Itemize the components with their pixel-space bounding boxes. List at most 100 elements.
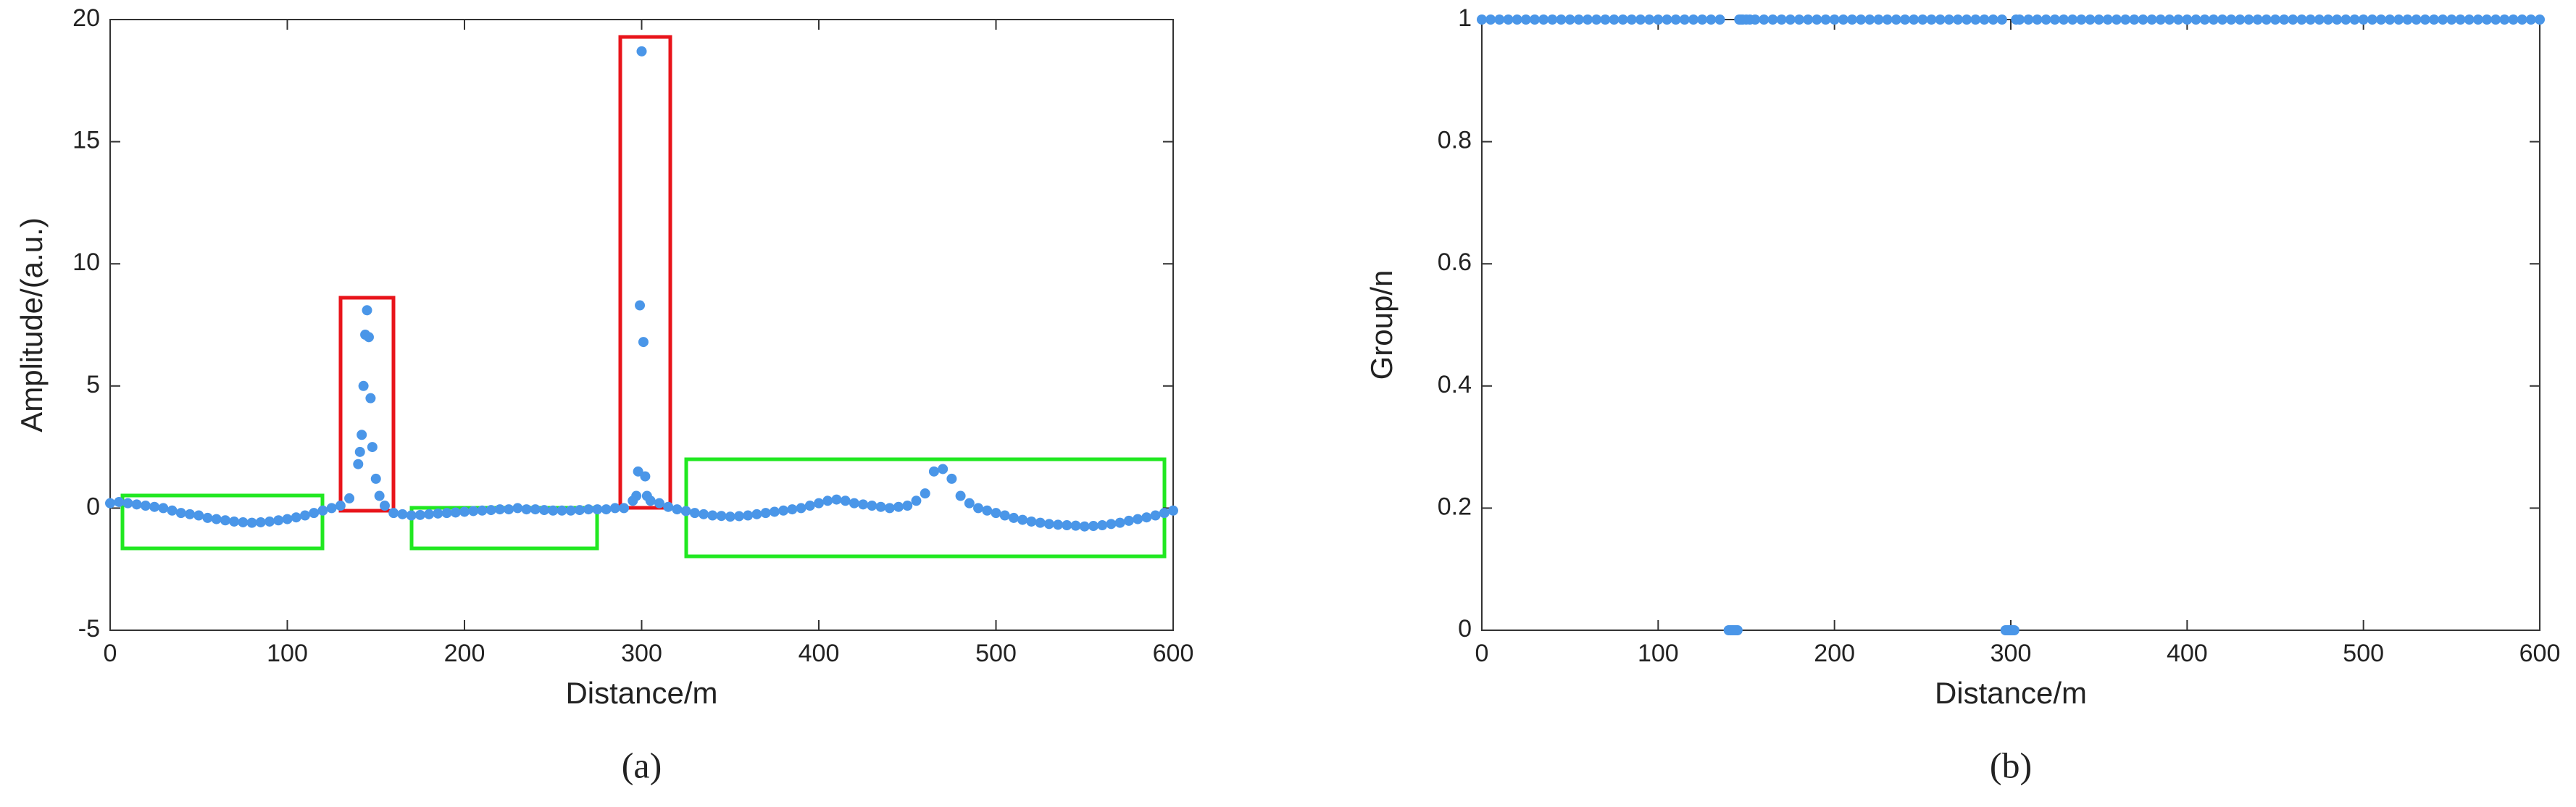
point [530, 504, 541, 515]
y-tick-label: 0.6 [1438, 248, 1472, 276]
point [2146, 14, 2157, 25]
point [1043, 519, 1054, 530]
point [2385, 14, 2396, 25]
point [317, 505, 328, 516]
point [1996, 14, 2007, 25]
point [2305, 14, 2316, 25]
point [619, 503, 630, 514]
y-tick-label: 0.8 [1438, 127, 1472, 154]
point [1820, 14, 1831, 25]
point [1706, 14, 1717, 25]
point [140, 501, 151, 511]
point [760, 508, 771, 519]
point [592, 504, 603, 515]
y-tick-label: 20 [72, 4, 100, 32]
point [299, 510, 310, 521]
point [1697, 14, 1708, 25]
point [105, 498, 115, 509]
point [1891, 14, 1901, 25]
point [1573, 14, 1584, 25]
point [2535, 14, 2545, 25]
point [379, 501, 390, 511]
x-tick-label: 0 [1475, 640, 1489, 667]
point [2138, 14, 2148, 25]
point [565, 505, 576, 516]
x-axis-label: Distance/m [565, 676, 717, 710]
point [999, 510, 1010, 521]
point [264, 516, 275, 527]
point [1644, 14, 1655, 25]
point [1635, 14, 1646, 25]
point [1583, 14, 1593, 25]
point [638, 337, 649, 348]
point [309, 508, 320, 519]
point [1953, 14, 1963, 25]
point [2270, 14, 2280, 25]
point [211, 514, 222, 524]
point [1485, 14, 1496, 25]
point [149, 501, 160, 512]
point [804, 501, 815, 511]
point [1530, 14, 1540, 25]
point [167, 505, 178, 516]
point [335, 501, 346, 511]
point [867, 501, 878, 511]
point [2490, 14, 2501, 25]
point [539, 505, 550, 516]
point [1847, 14, 1857, 25]
point [548, 505, 559, 516]
point [406, 510, 417, 521]
point [2102, 14, 2113, 25]
point [1477, 14, 1487, 25]
point [388, 508, 399, 519]
y-axis-label: Amplitude/(a.u.) [14, 217, 49, 432]
point [1662, 14, 1672, 25]
point [1679, 14, 1690, 25]
point [1935, 14, 1946, 25]
green-box [120, 493, 325, 551]
point [920, 488, 930, 499]
point [353, 459, 364, 469]
point [2446, 14, 2457, 25]
point [911, 496, 922, 506]
point [699, 509, 709, 519]
point [2023, 14, 2034, 25]
point [574, 505, 585, 516]
point [1864, 14, 1875, 25]
point [769, 506, 780, 517]
x-tick-label: 0 [104, 640, 117, 667]
point [609, 503, 620, 514]
point [1776, 14, 1787, 25]
y-tick-label: 5 [86, 371, 100, 398]
point [2341, 14, 2351, 25]
point [397, 509, 408, 519]
point [635, 300, 646, 311]
point [1070, 520, 1081, 531]
point [1626, 14, 1637, 25]
point [689, 508, 700, 519]
point [733, 511, 744, 522]
point [1926, 14, 1937, 25]
point [370, 473, 381, 484]
point [433, 508, 443, 519]
point [175, 508, 186, 519]
point [1150, 510, 1161, 521]
point [122, 498, 133, 509]
point [414, 509, 425, 520]
point [2226, 14, 2237, 25]
point [1538, 14, 1549, 25]
point [2208, 14, 2219, 25]
point [654, 498, 664, 509]
point [831, 494, 842, 505]
point [512, 503, 523, 514]
point [1168, 505, 1178, 516]
plot-frame [109, 19, 1174, 631]
point [1008, 512, 1019, 523]
point [2261, 14, 2272, 25]
point [2393, 14, 2404, 25]
point [441, 508, 452, 519]
point [1609, 14, 1620, 25]
x-tick-label: 600 [2519, 640, 2561, 667]
point [2279, 14, 2290, 25]
point [822, 496, 833, 506]
